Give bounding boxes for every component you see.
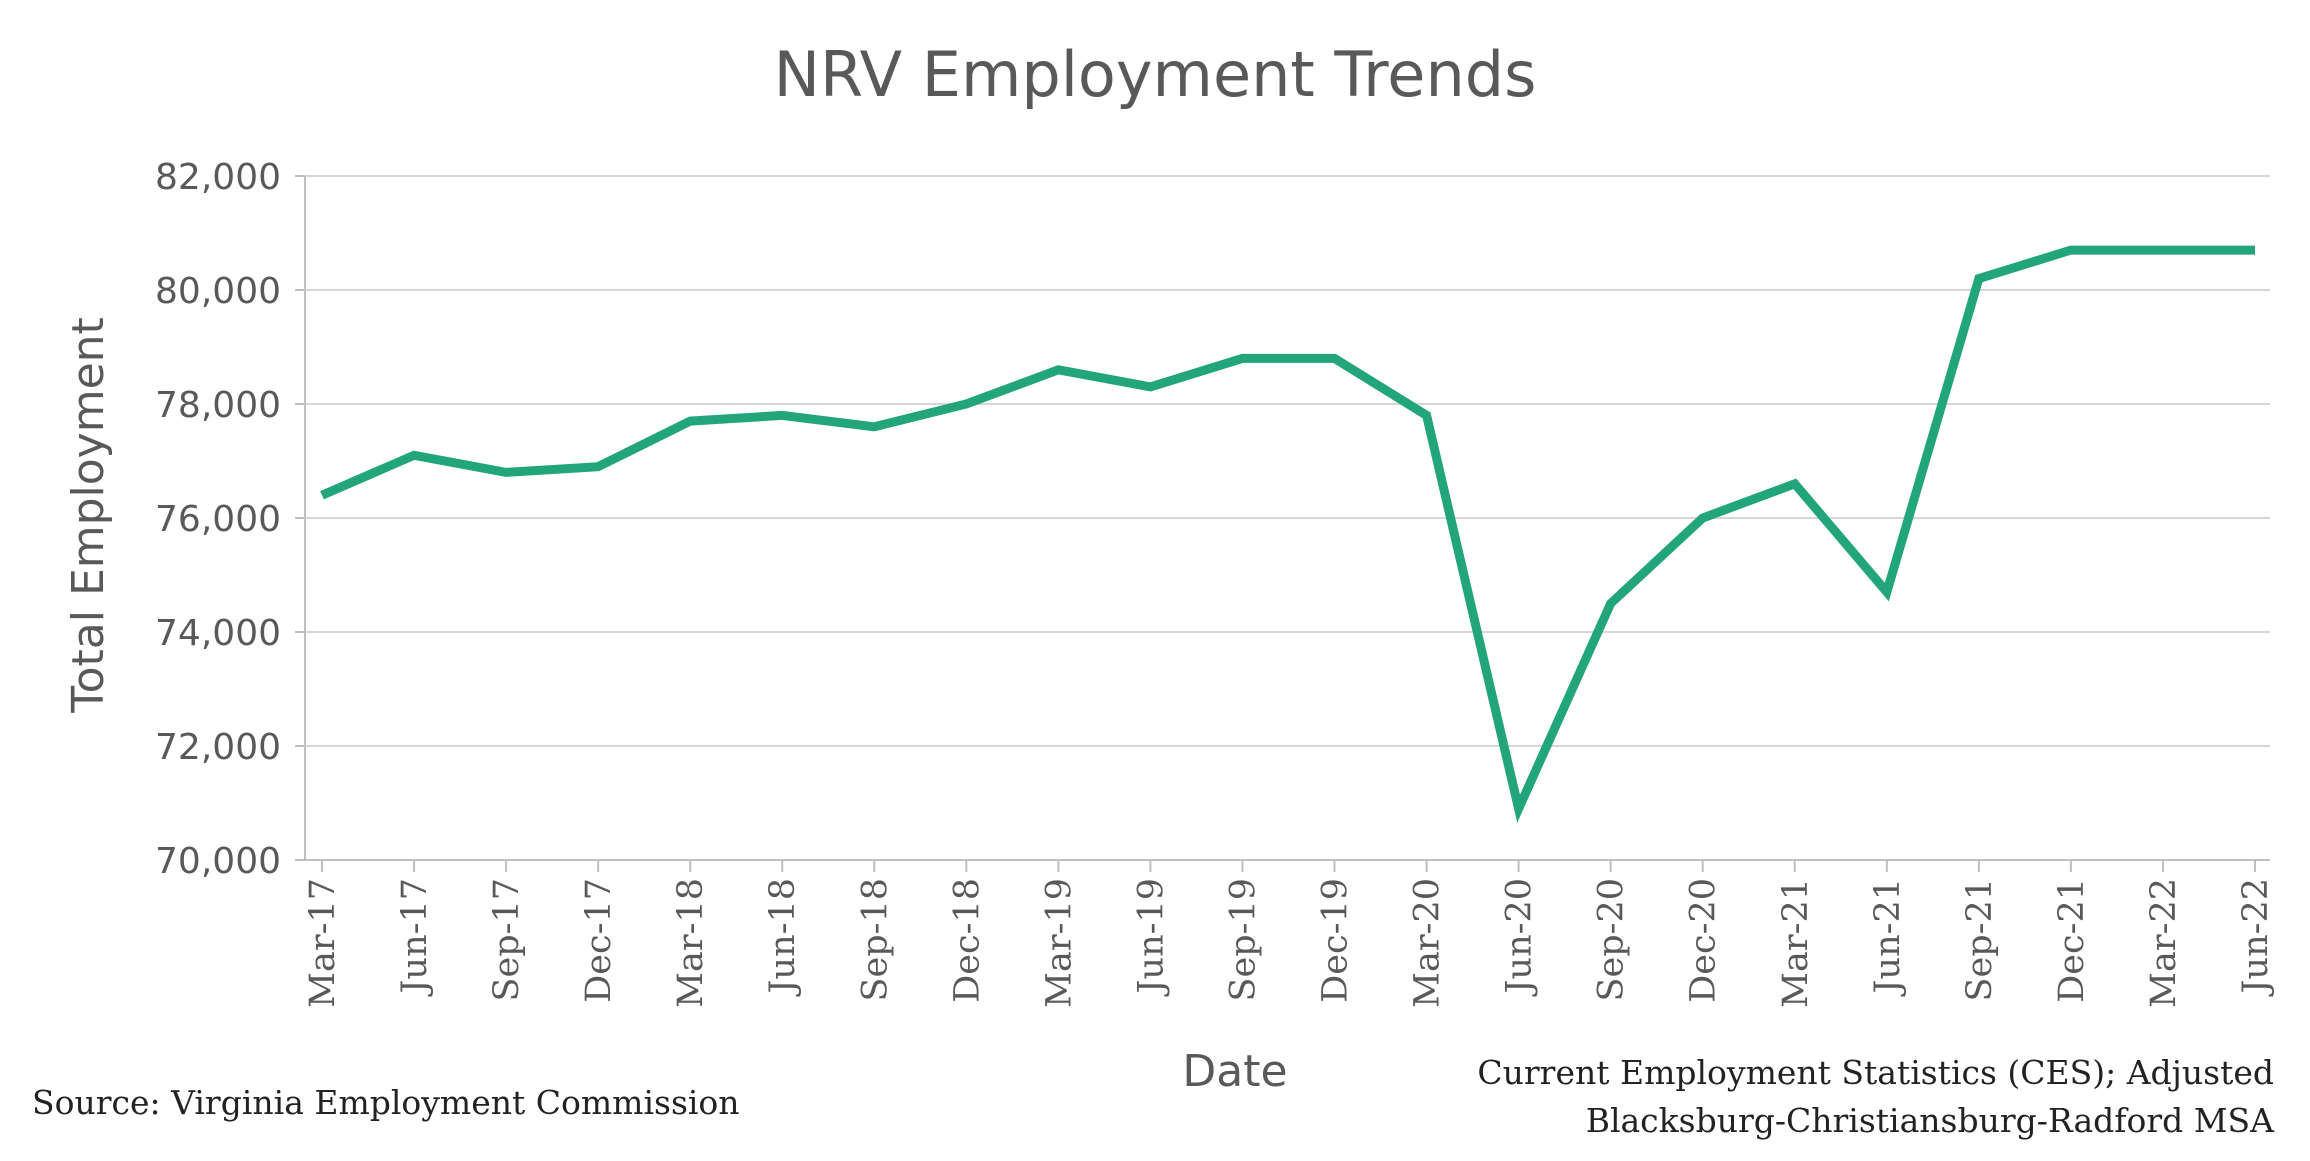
- dataset-note-line-2: Blacksburg-Christiansburg-Radford MSA: [1586, 1101, 2275, 1140]
- x-tick-label: Jun-19: [1131, 878, 1171, 996]
- x-tick-label: Mar-20: [1408, 878, 1448, 1008]
- x-tick-label: Sep-20: [1592, 878, 1632, 1001]
- x-tick-label: Dec-18: [947, 878, 987, 1003]
- y-tick-label: 80,000: [155, 271, 281, 312]
- y-tick-label: 76,000: [155, 499, 281, 540]
- x-tick-label: Sep-17: [487, 878, 527, 1001]
- x-tick-label: Sep-19: [1223, 878, 1263, 1001]
- x-tick-label: Dec-21: [2052, 878, 2092, 1003]
- y-axis-label: Total Employment: [63, 317, 114, 714]
- x-tick-label: Dec-17: [579, 878, 619, 1003]
- x-tick-label: Mar-19: [1039, 878, 1079, 1008]
- y-tick-label: 78,000: [155, 385, 281, 426]
- y-tick-label: 82,000: [155, 157, 281, 198]
- series-layer: [322, 250, 2255, 809]
- x-tick-label: Mar-22: [2144, 878, 2184, 1008]
- source-note: Source: Virginia Employment Commission: [32, 1083, 740, 1122]
- chart-title: NRV Employment Trends: [774, 38, 1537, 111]
- x-tick-label: Jun-20: [1500, 878, 1540, 996]
- x-axis-label: Date: [1182, 1046, 1287, 1097]
- x-tick-label: Sep-18: [855, 878, 895, 1001]
- x-tick-label: Dec-19: [1316, 878, 1356, 1003]
- x-tick-labels: Mar-17 Jun-17 Sep-17 Dec-17 Mar-18 Jun-18 Sep-…: [303, 878, 2276, 1008]
- series-line-0: [322, 250, 2255, 809]
- x-tick-label: Mar-17: [303, 878, 343, 1008]
- x-tick-label: Mar-21: [1776, 878, 1816, 1008]
- x-tick-label: Jun-22: [2236, 878, 2276, 996]
- y-tick-label: 70,000: [155, 841, 281, 882]
- dataset-note-line-1: Current Employment Statistics (CES); Adj…: [1477, 1053, 2274, 1092]
- x-tick-label: Mar-18: [671, 878, 711, 1008]
- x-tick-label: Jun-17: [395, 878, 435, 996]
- x-tick-label: Jun-18: [763, 878, 803, 996]
- y-tick-label: 72,000: [155, 727, 281, 768]
- y-tick-labels: 70,000 72,000 74,000 76,000 78,000 80,000 82,0…: [155, 157, 281, 882]
- x-tick-label: Jun-21: [1868, 878, 1908, 996]
- y-tick-label: 74,000: [155, 613, 281, 654]
- x-tick-label: Sep-21: [1960, 878, 2000, 1001]
- x-tick-label: Dec-20: [1684, 878, 1724, 1003]
